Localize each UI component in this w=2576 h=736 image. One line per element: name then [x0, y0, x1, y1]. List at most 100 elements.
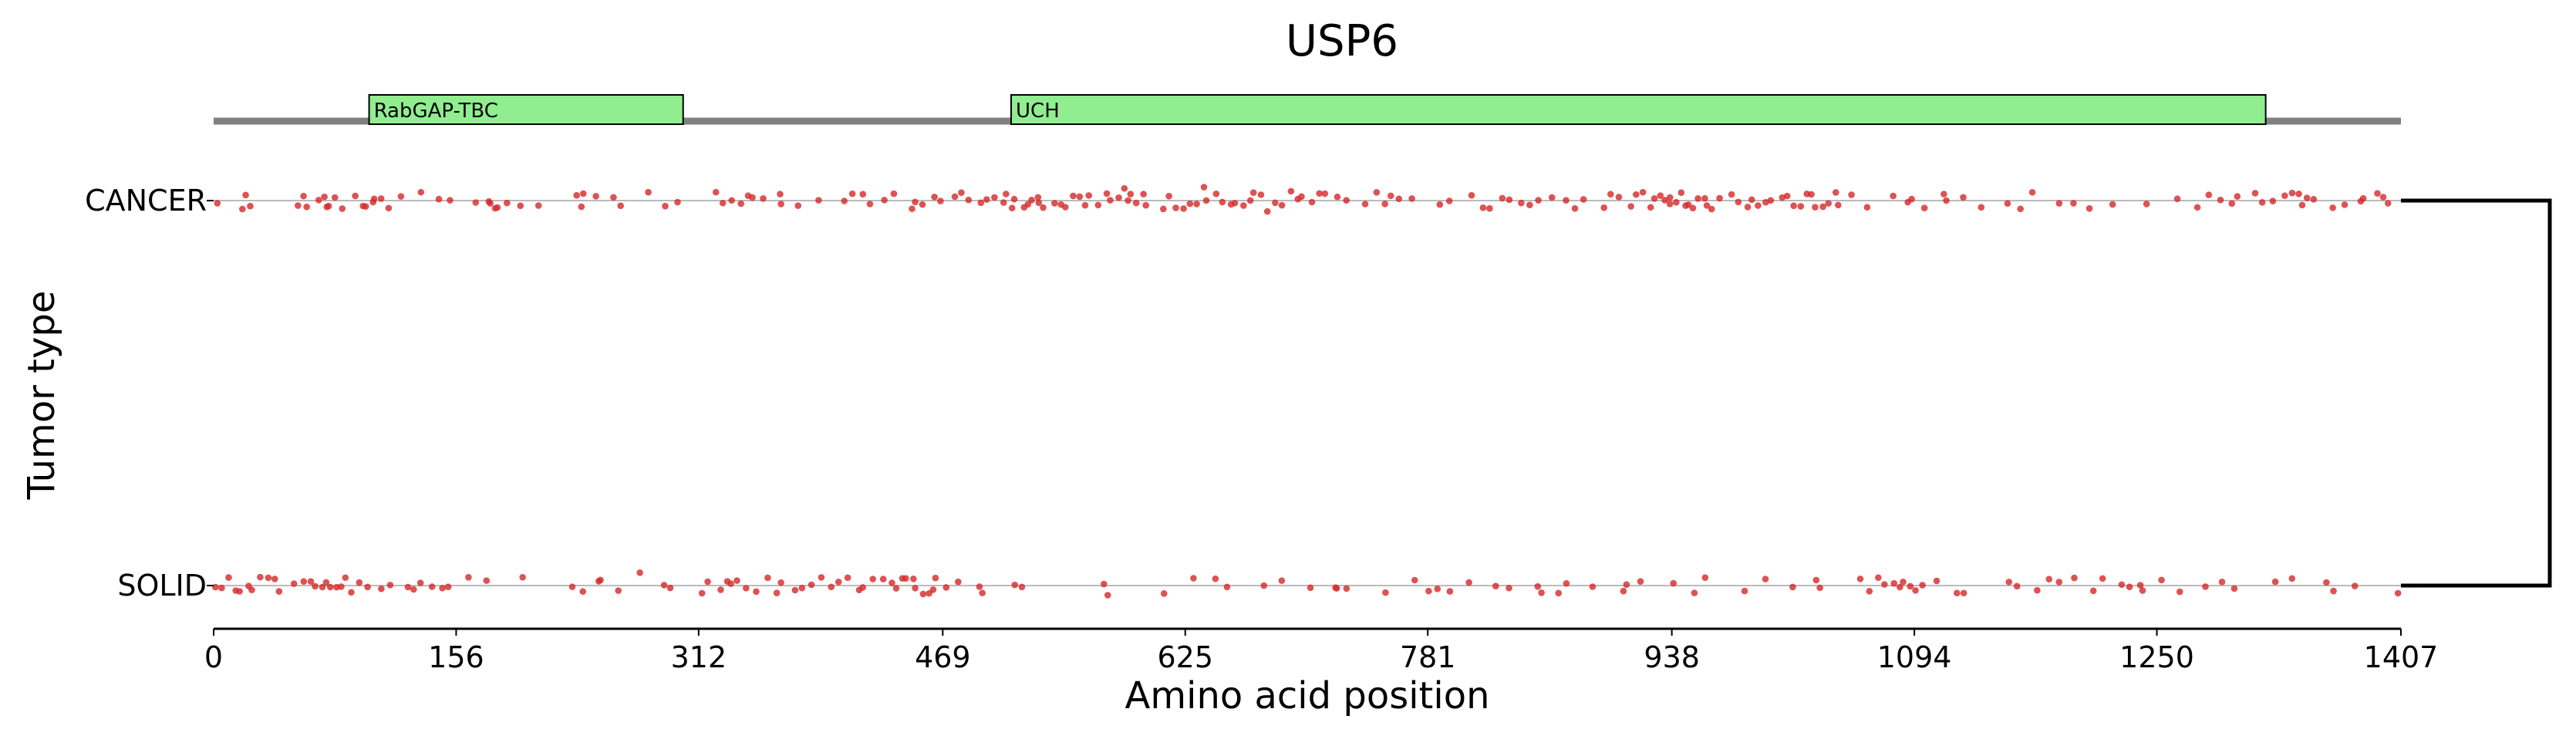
mutation-point	[931, 194, 938, 201]
mutation-point	[791, 586, 799, 594]
mutation-point	[578, 203, 585, 211]
mutation-point	[1186, 200, 1194, 208]
mutation-point	[1000, 199, 1007, 206]
mutation-point	[733, 577, 740, 584]
mutation-point	[212, 583, 219, 591]
mutation-point	[1535, 197, 1542, 204]
mutation-point	[737, 200, 745, 208]
mutation-point	[892, 585, 900, 592]
mutation-point	[338, 583, 345, 590]
mutation-point	[1278, 577, 1286, 584]
mutation-point	[339, 205, 346, 212]
mutation-point	[1767, 197, 1775, 204]
mutation-point	[2310, 196, 2318, 203]
mutation-point	[1677, 189, 1685, 196]
mutation-point	[1446, 588, 1454, 595]
mutation-point	[1762, 198, 1769, 206]
mutation-point	[504, 199, 511, 207]
mutation-point	[494, 204, 501, 211]
mutation-point	[1607, 191, 1614, 198]
mutation-point	[483, 577, 491, 584]
mutation-point	[1538, 589, 1545, 596]
mutation-point	[1160, 205, 1167, 213]
mutation-point	[1479, 204, 1487, 211]
mutation-point	[325, 202, 332, 210]
x-tick-label: 469	[915, 640, 971, 674]
mutation-point	[322, 579, 330, 586]
mutation-point	[1103, 190, 1111, 198]
mutation-point	[2281, 192, 2288, 199]
mutation-point	[1076, 193, 1084, 201]
x-tick-label: 1094	[1877, 640, 1952, 674]
mutation-point	[1960, 589, 1967, 597]
mutation-point	[579, 190, 587, 198]
mutation-point	[698, 589, 706, 597]
mutation-point	[1505, 584, 1512, 592]
mutation-point	[1223, 583, 1231, 591]
mutation-point	[645, 188, 652, 196]
mutation-point	[662, 202, 669, 210]
mutation-point	[275, 588, 283, 595]
mutation-point	[534, 202, 542, 209]
mutation-point	[295, 202, 302, 209]
mutation-point	[1832, 189, 1839, 196]
mutation-point	[2384, 200, 2392, 207]
mutation-point	[2055, 200, 2063, 207]
domain-layer: RabGAP-TBC UCH	[368, 94, 2267, 125]
mutation-point	[1863, 204, 1871, 211]
mutation-point	[2271, 578, 2279, 586]
mutation-point	[1343, 585, 1350, 593]
mutation-point	[719, 199, 727, 207]
mutation-point	[236, 588, 243, 595]
mutation-point	[890, 190, 898, 198]
mutation-point	[1101, 580, 1108, 588]
mutation-point	[919, 201, 926, 208]
mutation-point	[2070, 200, 2077, 207]
mutation-point	[1907, 582, 1914, 590]
mutation-point	[1381, 201, 1388, 208]
mutation-point	[1978, 204, 1985, 211]
mutation-point	[749, 194, 756, 201]
mutation-point	[326, 583, 334, 591]
mutation-point	[1219, 198, 1226, 206]
mutation-point	[912, 198, 919, 206]
mutation-point	[573, 191, 580, 199]
mutation-point	[728, 197, 736, 204]
y-tick-label-cancer: CANCER	[85, 184, 207, 218]
mutation-point	[2013, 582, 2021, 590]
mutation-point	[1505, 196, 1513, 204]
mutation-point	[1107, 197, 1114, 204]
mutation-point	[1008, 204, 1016, 211]
mutation-point	[977, 199, 985, 207]
mutation-point	[1127, 191, 1135, 198]
mutation-point	[991, 194, 998, 201]
mutation-point	[1333, 585, 1340, 592]
mutation-point	[2234, 193, 2241, 200]
mutation-point	[1919, 582, 1926, 589]
mutation-point	[377, 195, 385, 202]
mutation-point	[1816, 584, 1823, 592]
mutation-point	[815, 197, 822, 204]
mutation-point	[1783, 192, 1791, 200]
mutation-point	[265, 574, 272, 582]
mutation-point	[1343, 197, 1350, 204]
x-tick-label: 781	[1400, 640, 1456, 674]
mutation-point	[2251, 190, 2259, 197]
mutation-point	[2394, 589, 2402, 597]
mutation-point	[1240, 202, 1247, 209]
mutation-point	[257, 573, 264, 581]
mutation-point	[2359, 194, 2367, 202]
mutation-point	[1748, 196, 1755, 204]
mutation-point	[1070, 192, 1077, 200]
tracks-layer	[214, 200, 2401, 586]
chart-title: USP6	[1286, 16, 1398, 66]
mutation-point	[1094, 201, 1102, 209]
mutation-point	[979, 589, 986, 596]
mutation-point	[2099, 575, 2106, 582]
mutation-point	[1115, 194, 1122, 201]
mutation-point	[1666, 194, 1674, 201]
mutation-point	[300, 192, 307, 200]
mutation-point	[331, 194, 339, 201]
mutation-point	[465, 574, 472, 581]
